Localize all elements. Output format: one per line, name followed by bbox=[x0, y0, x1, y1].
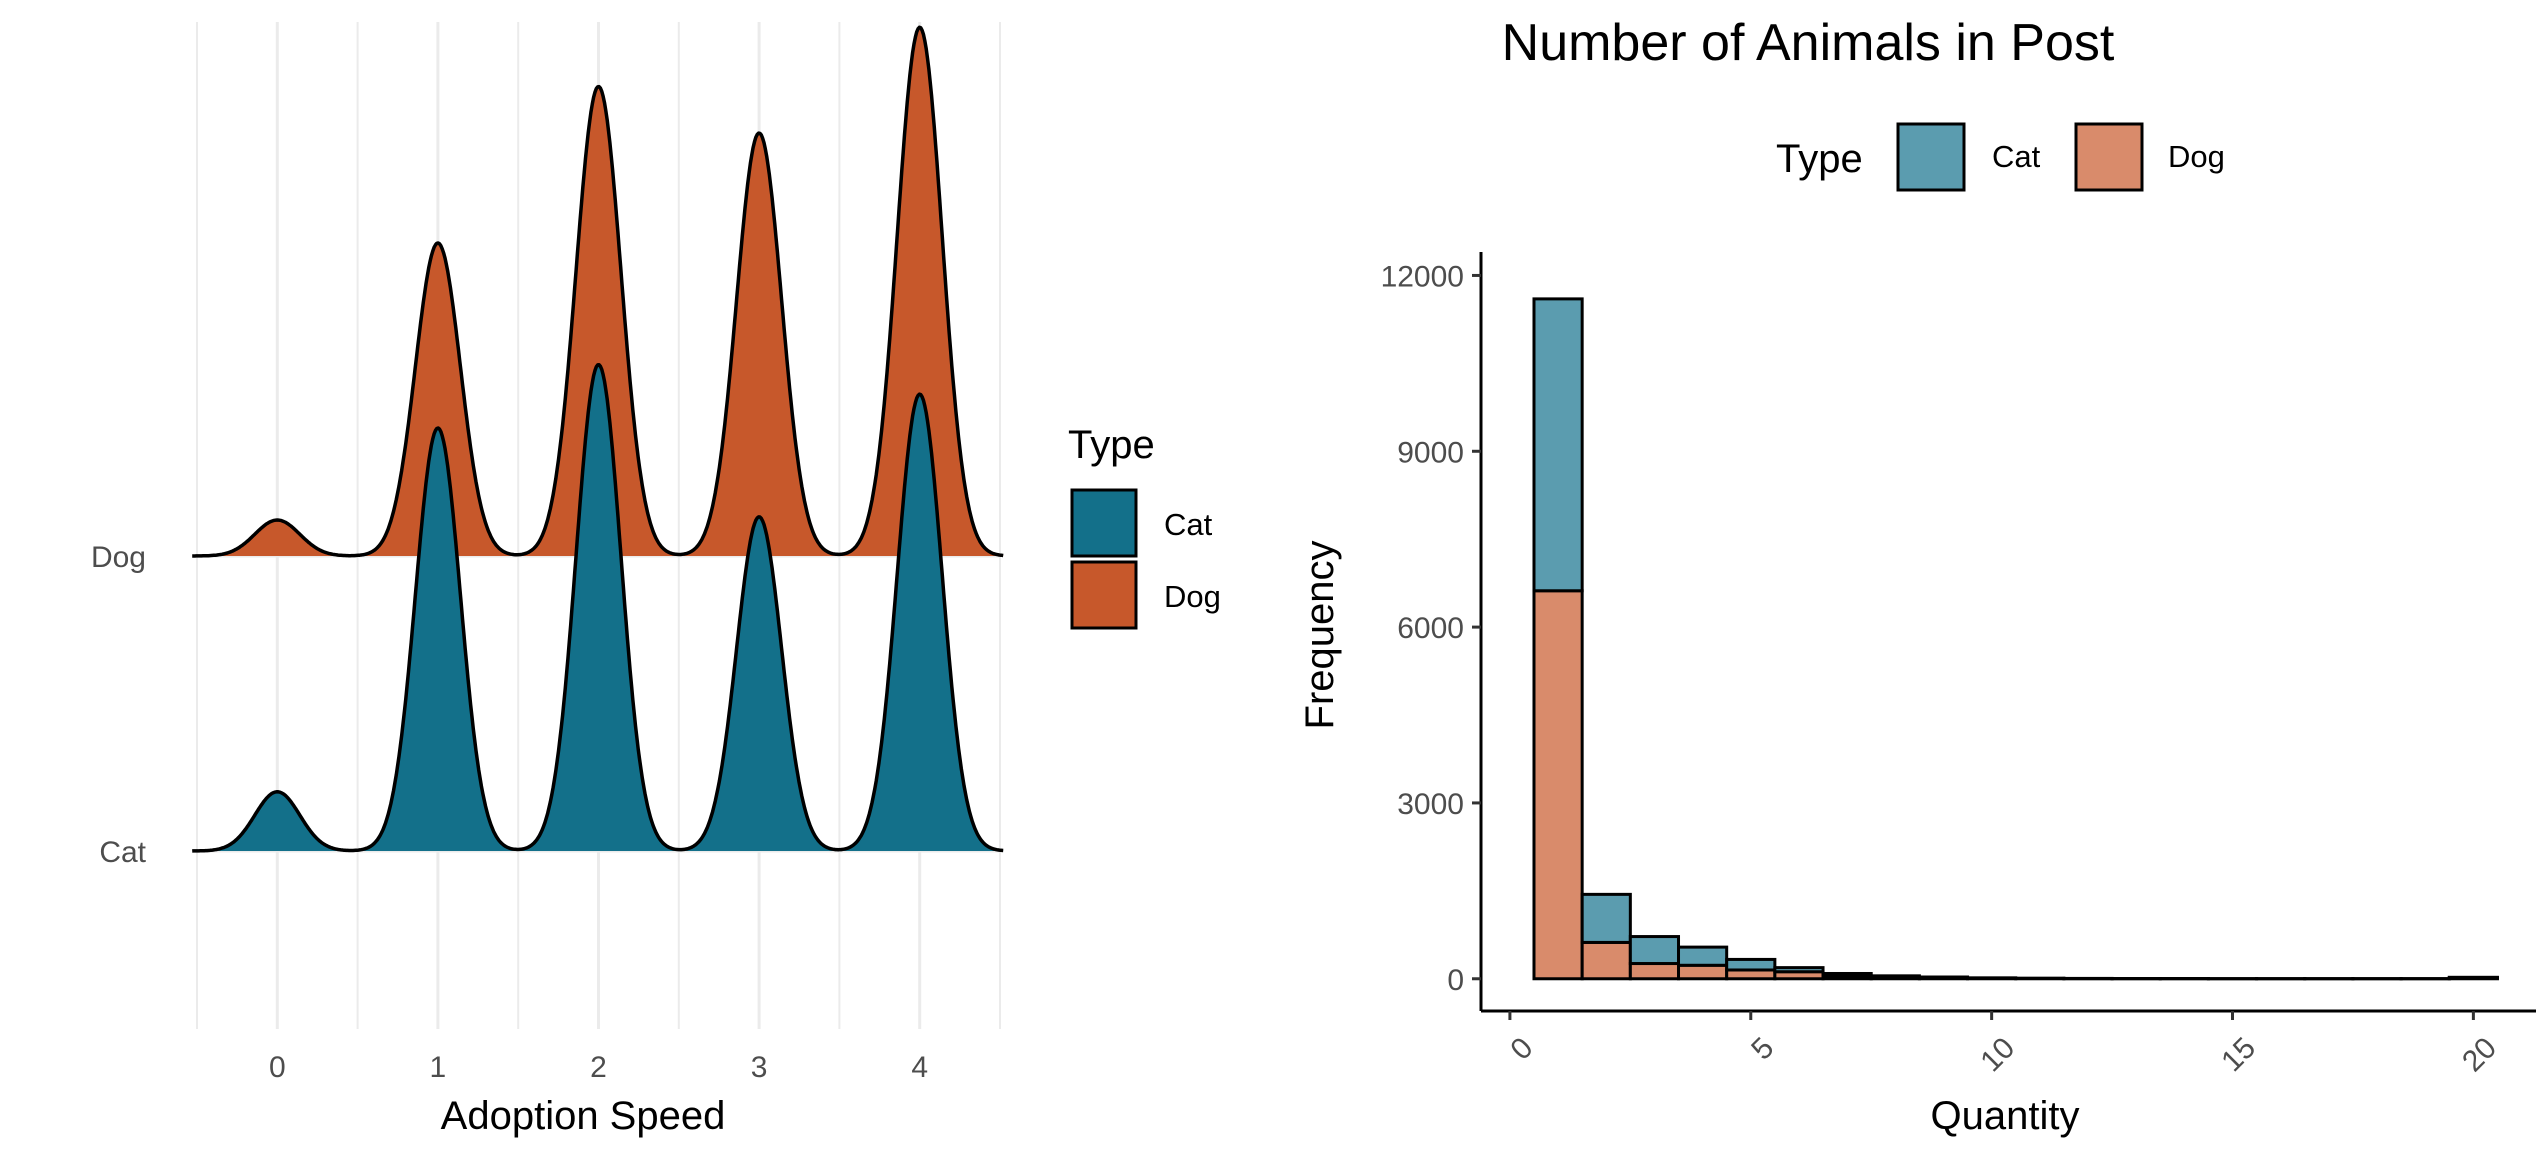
ridge-outline-dog bbox=[191, 25, 1004, 558]
ridge-legend-key-dog bbox=[1070, 560, 1138, 630]
hist-legend-title: Type bbox=[1776, 137, 1863, 181]
hist-y-tick-label: 9000 bbox=[1397, 436, 1464, 469]
ridge-x-tick-label: 1 bbox=[430, 1051, 447, 1084]
hist-title: Number of Animals in Post bbox=[1502, 14, 2115, 72]
ridge-x-tick-label: 2 bbox=[590, 1051, 607, 1084]
hist-y-tick-label: 0 bbox=[1447, 964, 1464, 997]
ridge-series bbox=[191, 25, 1004, 853]
ridge-legend-key-cat bbox=[1070, 488, 1138, 558]
ridge-legend-label-cat: Cat bbox=[1164, 507, 1213, 542]
ridge-area-dog bbox=[192, 27, 1004, 557]
hist-legend-key-cat bbox=[1896, 122, 1966, 192]
ridge-y-tick-label: Cat bbox=[99, 836, 146, 869]
hist-bar-dog bbox=[1580, 940, 1632, 981]
ridge-legend: Type Cat Dog bbox=[1068, 423, 1221, 630]
ridge-x-tick-label: 3 bbox=[751, 1051, 768, 1084]
ridge-x-tick-label: 4 bbox=[911, 1051, 928, 1084]
ridge-area-cat bbox=[192, 364, 1004, 851]
hist-bar-cat bbox=[1580, 892, 1632, 944]
hist-x-axis-title: Quantity bbox=[1931, 1094, 2080, 1138]
ridge-y-tick-labels: Dog Cat bbox=[91, 541, 147, 869]
ridge-x-tick-labels: 0 1 2 3 4 bbox=[269, 1051, 928, 1084]
hist-bar-cat bbox=[1917, 975, 1970, 980]
hist-bar-cat bbox=[1725, 957, 1777, 972]
hist-bar-dog bbox=[1532, 589, 1584, 981]
hist-y-tick-label: 6000 bbox=[1397, 612, 1464, 645]
hist-bars bbox=[1532, 297, 2499, 981]
ridge-x-tick-label: 0 bbox=[269, 1051, 286, 1084]
ridge-outline-cat bbox=[191, 362, 1004, 853]
hist-bar-dog bbox=[1628, 962, 1681, 981]
hist-legend-label-dog: Dog bbox=[2168, 139, 2225, 174]
hist-axes bbox=[1472, 252, 2536, 1020]
ridge-y-tick-label: Dog bbox=[91, 541, 146, 574]
hist-y-axis-title: Frequency bbox=[1298, 541, 1342, 730]
histogram-chart: Number of Animals in Post Type Cat Dog 0… bbox=[1298, 14, 2536, 1138]
hist-bar-cat bbox=[1773, 966, 1825, 974]
hist-legend: Type Cat Dog bbox=[1776, 122, 2225, 192]
ridgeline-chart: Dog Cat 0 1 2 3 4 Adoption Speed Type Cat Dog bbox=[91, 22, 1221, 1138]
hist-bar-cat bbox=[1628, 935, 1681, 966]
hist-bar-cat bbox=[1821, 971, 1873, 978]
hist-bar-dog bbox=[1677, 963, 1729, 981]
hist-bar-cat bbox=[1869, 974, 1921, 979]
hist-y-tick-label: 3000 bbox=[1397, 788, 1464, 821]
hist-legend-key-dog bbox=[2074, 122, 2144, 192]
hist-bar-cat bbox=[1677, 945, 1729, 967]
hist-y-tick-labels: 0 3000 6000 9000 12000 bbox=[1381, 260, 1464, 996]
ridge-legend-title: Type bbox=[1068, 423, 1155, 467]
hist-legend-label-cat: Cat bbox=[1992, 139, 2041, 174]
hist-bar-cat bbox=[2447, 975, 2499, 980]
ridge-x-axis-title: Adoption Speed bbox=[441, 1094, 726, 1138]
ridge-legend-label-dog: Dog bbox=[1164, 579, 1221, 614]
hist-bar-cat bbox=[1532, 297, 1584, 593]
hist-y-tick-label: 12000 bbox=[1381, 260, 1464, 293]
